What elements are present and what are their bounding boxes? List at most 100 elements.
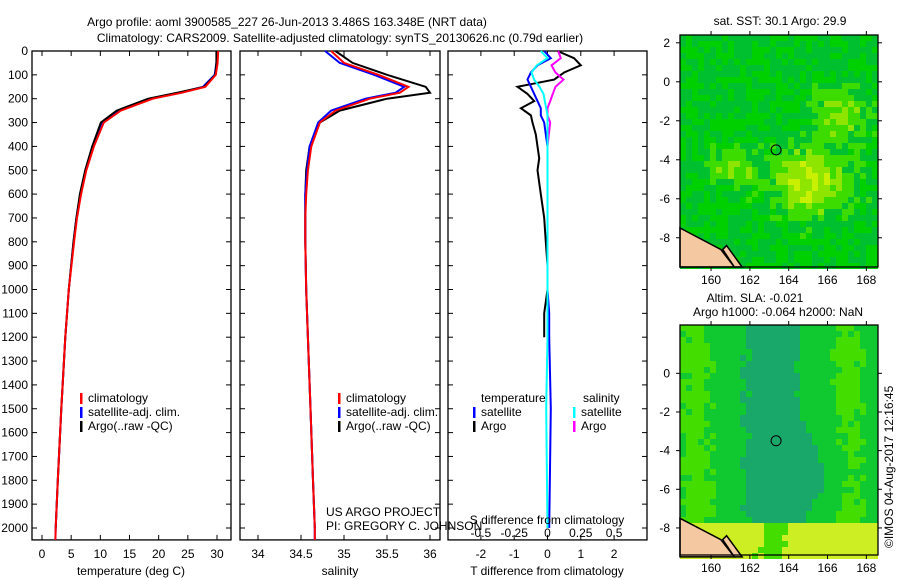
- map-cell: [788, 101, 794, 107]
- map-cell: [824, 65, 830, 71]
- map-cell: [872, 119, 878, 125]
- map-cell: [872, 131, 878, 137]
- map-cell: [836, 397, 842, 403]
- map-cell: [764, 251, 770, 257]
- map-cell: [758, 161, 764, 167]
- map-cell: [848, 439, 854, 445]
- map-cell: [758, 245, 764, 251]
- map-cell: [782, 475, 788, 481]
- map-cell: [830, 149, 836, 155]
- map-cell: [866, 337, 872, 343]
- map-cell: [818, 355, 824, 361]
- map-cell: [716, 433, 722, 439]
- map-cell: [824, 131, 830, 137]
- map-cell: [824, 107, 830, 113]
- map-cell: [704, 445, 710, 451]
- map-cell: [830, 191, 836, 197]
- map-cell: [854, 227, 860, 233]
- map-cell: [872, 367, 878, 373]
- map-cell: [680, 487, 686, 493]
- map-cell: [758, 385, 764, 391]
- map-cell: [734, 523, 740, 529]
- map-cell: [764, 131, 770, 137]
- map-cell: [746, 535, 752, 541]
- map-cell: [770, 185, 776, 191]
- map-cell: [752, 215, 758, 221]
- map-cell: [764, 89, 770, 95]
- salinity-x-tick-label: 35.5: [375, 547, 399, 561]
- map-cell: [746, 379, 752, 385]
- map-cell: [830, 101, 836, 107]
- map-cell: [770, 41, 776, 47]
- map-cell: [842, 481, 848, 487]
- map-cell: [686, 397, 692, 403]
- depth-tick-label: 500: [8, 163, 28, 177]
- map-cell: [806, 245, 812, 251]
- map-cell: [698, 233, 704, 239]
- map-cell: [818, 71, 824, 77]
- map-cell: [770, 113, 776, 119]
- map-cell: [710, 173, 716, 179]
- map-cell: [794, 373, 800, 379]
- map-cell: [776, 355, 782, 361]
- map-cell: [764, 355, 770, 361]
- map-cell: [692, 391, 698, 397]
- map-cell: [764, 125, 770, 131]
- map-cell: [812, 511, 818, 517]
- map-cell: [722, 475, 728, 481]
- map-cell: [704, 409, 710, 415]
- map-cell: [758, 475, 764, 481]
- s-diff-tick-label: 0: [544, 526, 551, 540]
- map-cell: [872, 337, 878, 343]
- map-cell: [836, 89, 842, 95]
- map-cell: [788, 517, 794, 523]
- map-cell: [692, 65, 698, 71]
- map-cell: [734, 185, 740, 191]
- map-cell: [758, 415, 764, 421]
- map-cell: [770, 53, 776, 59]
- map-cell: [830, 263, 836, 269]
- map-cell: [812, 481, 818, 487]
- map-cell: [722, 221, 728, 227]
- map-cell: [782, 185, 788, 191]
- map-cell: [800, 493, 806, 499]
- map-cell: [722, 167, 728, 173]
- map-cell: [758, 523, 764, 529]
- map-cell: [818, 409, 824, 415]
- map-cell: [872, 59, 878, 65]
- depth-tick-label: 0: [21, 44, 28, 58]
- map-cell: [824, 41, 830, 47]
- map-cell: [764, 155, 770, 161]
- map-cell: [764, 343, 770, 349]
- map-cell: [854, 191, 860, 197]
- map-cell: [836, 155, 842, 161]
- map-cell: [806, 403, 812, 409]
- map-cell: [872, 349, 878, 355]
- map-cell: [782, 511, 788, 517]
- map-cell: [752, 451, 758, 457]
- map-cell: [860, 107, 866, 113]
- map-cell: [728, 427, 734, 433]
- map-cell: [758, 481, 764, 487]
- map-cell: [806, 155, 812, 161]
- map-cell: [698, 427, 704, 433]
- map-cell: [848, 499, 854, 505]
- map-cell: [776, 209, 782, 215]
- map-cell: [788, 227, 794, 233]
- map-cell: [692, 119, 698, 125]
- map-cell: [860, 227, 866, 233]
- map-cell: [734, 149, 740, 155]
- map-cell: [770, 535, 776, 541]
- map-cell: [734, 209, 740, 215]
- map-cell: [794, 203, 800, 209]
- map-cell: [698, 215, 704, 221]
- map-cell: [830, 203, 836, 209]
- map-cell: [782, 463, 788, 469]
- map-cell: [794, 185, 800, 191]
- map-cell: [740, 89, 746, 95]
- map-cell: [860, 337, 866, 343]
- map-cell: [842, 343, 848, 349]
- map-cell: [752, 53, 758, 59]
- map-cell: [818, 59, 824, 65]
- map-cell: [872, 481, 878, 487]
